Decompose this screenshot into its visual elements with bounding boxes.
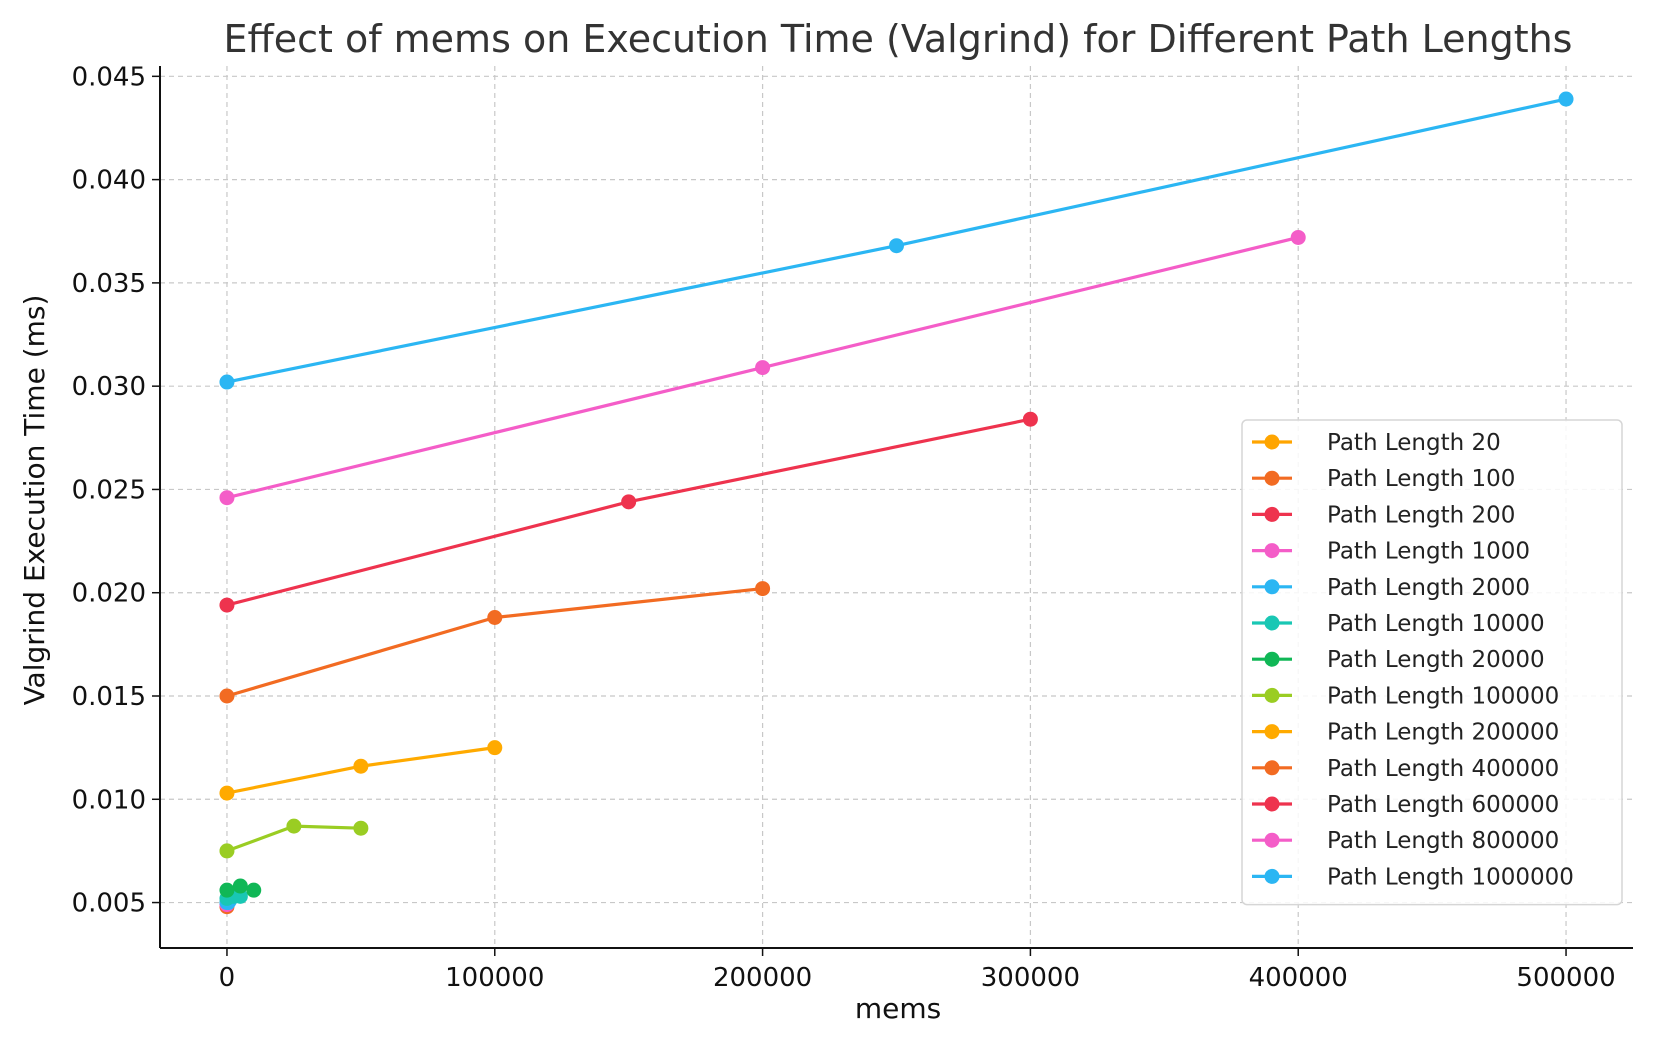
x-tick-label: 400000 <box>1249 963 1348 993</box>
legend-label: Path Length 800000 <box>1327 828 1559 854</box>
y-axis-label: Valgrind Execution Time (ms) <box>18 295 51 706</box>
legend-label: Path Length 20000 <box>1327 647 1545 673</box>
x-tick-label: 500000 <box>1516 963 1615 993</box>
series-8 <box>219 740 502 800</box>
series-line <box>227 419 1030 605</box>
chart-title: Effect of mems on Execution Time (Valgri… <box>224 17 1573 61</box>
data-point <box>755 581 770 596</box>
series-10 <box>219 412 1037 613</box>
legend-swatch-marker <box>1265 869 1280 884</box>
data-point <box>233 879 248 894</box>
x-tick-label: 300000 <box>981 963 1080 993</box>
legend-label: Path Length 10000 <box>1327 611 1545 637</box>
legend-label: Path Length 600000 <box>1327 792 1559 818</box>
legend-swatch-marker <box>1265 652 1280 667</box>
legend-label: Path Length 400000 <box>1327 756 1559 782</box>
data-point <box>487 740 502 755</box>
legend-swatch-marker <box>1265 724 1280 739</box>
legend-swatch-marker <box>1265 688 1280 703</box>
y-tick-label: 0.010 <box>72 785 146 815</box>
data-point <box>219 375 234 390</box>
legend-label: Path Length 2000 <box>1327 575 1530 601</box>
data-point <box>621 494 636 509</box>
legend: Path Length 20 Path Length 100 Path Length… <box>1242 420 1622 905</box>
data-point <box>219 883 234 898</box>
legend-swatch-marker <box>1265 797 1280 812</box>
series-7 <box>219 819 368 859</box>
data-point <box>1559 92 1574 107</box>
data-point <box>219 598 234 613</box>
y-tick-label: 0.030 <box>72 372 146 402</box>
data-point <box>1023 412 1038 427</box>
y-tick-label: 0.015 <box>72 682 146 712</box>
y-tick-label: 0.020 <box>72 579 146 609</box>
data-point <box>286 819 301 834</box>
y-tick-label: 0.005 <box>72 889 146 919</box>
data-point <box>219 843 234 858</box>
legend-label: Path Length 100000 <box>1327 683 1559 709</box>
data-point <box>353 821 368 836</box>
legend-swatch-marker <box>1265 760 1280 775</box>
data-point <box>219 786 234 801</box>
x-tick-label: 0 <box>219 963 236 993</box>
data-point <box>1291 230 1306 245</box>
x-tick-label: 200000 <box>713 963 812 993</box>
data-point <box>219 689 234 704</box>
data-point <box>755 360 770 375</box>
y-tick-label: 0.040 <box>72 166 146 196</box>
legend-label: Path Length 200 <box>1327 502 1515 528</box>
legend-swatch-marker <box>1265 435 1280 450</box>
legend-label: Path Length 1000000 <box>1327 864 1574 890</box>
legend-swatch-marker <box>1265 579 1280 594</box>
legend-swatch-marker <box>1265 507 1280 522</box>
data-point <box>353 759 368 774</box>
data-point <box>246 883 261 898</box>
legend-swatch-marker <box>1265 833 1280 848</box>
legend-label: Path Length 20 <box>1327 430 1501 456</box>
y-tick-label: 0.025 <box>72 475 146 505</box>
legend-label: Path Length 200000 <box>1327 720 1559 746</box>
legend-label: Path Length 100 <box>1327 466 1515 492</box>
y-tick-label: 0.035 <box>72 269 146 299</box>
legend-label: Path Length 1000 <box>1327 539 1530 565</box>
data-point <box>219 490 234 505</box>
legend-swatch-marker <box>1265 543 1280 558</box>
legend-swatch-marker <box>1265 616 1280 631</box>
series-12 <box>219 92 1573 390</box>
data-point <box>889 238 904 253</box>
legend-swatch-marker <box>1265 471 1280 486</box>
x-tick-label: 100000 <box>445 963 544 993</box>
x-axis-label: mems <box>855 992 941 1025</box>
data-point <box>487 610 502 625</box>
y-tick-label: 0.045 <box>72 62 146 92</box>
